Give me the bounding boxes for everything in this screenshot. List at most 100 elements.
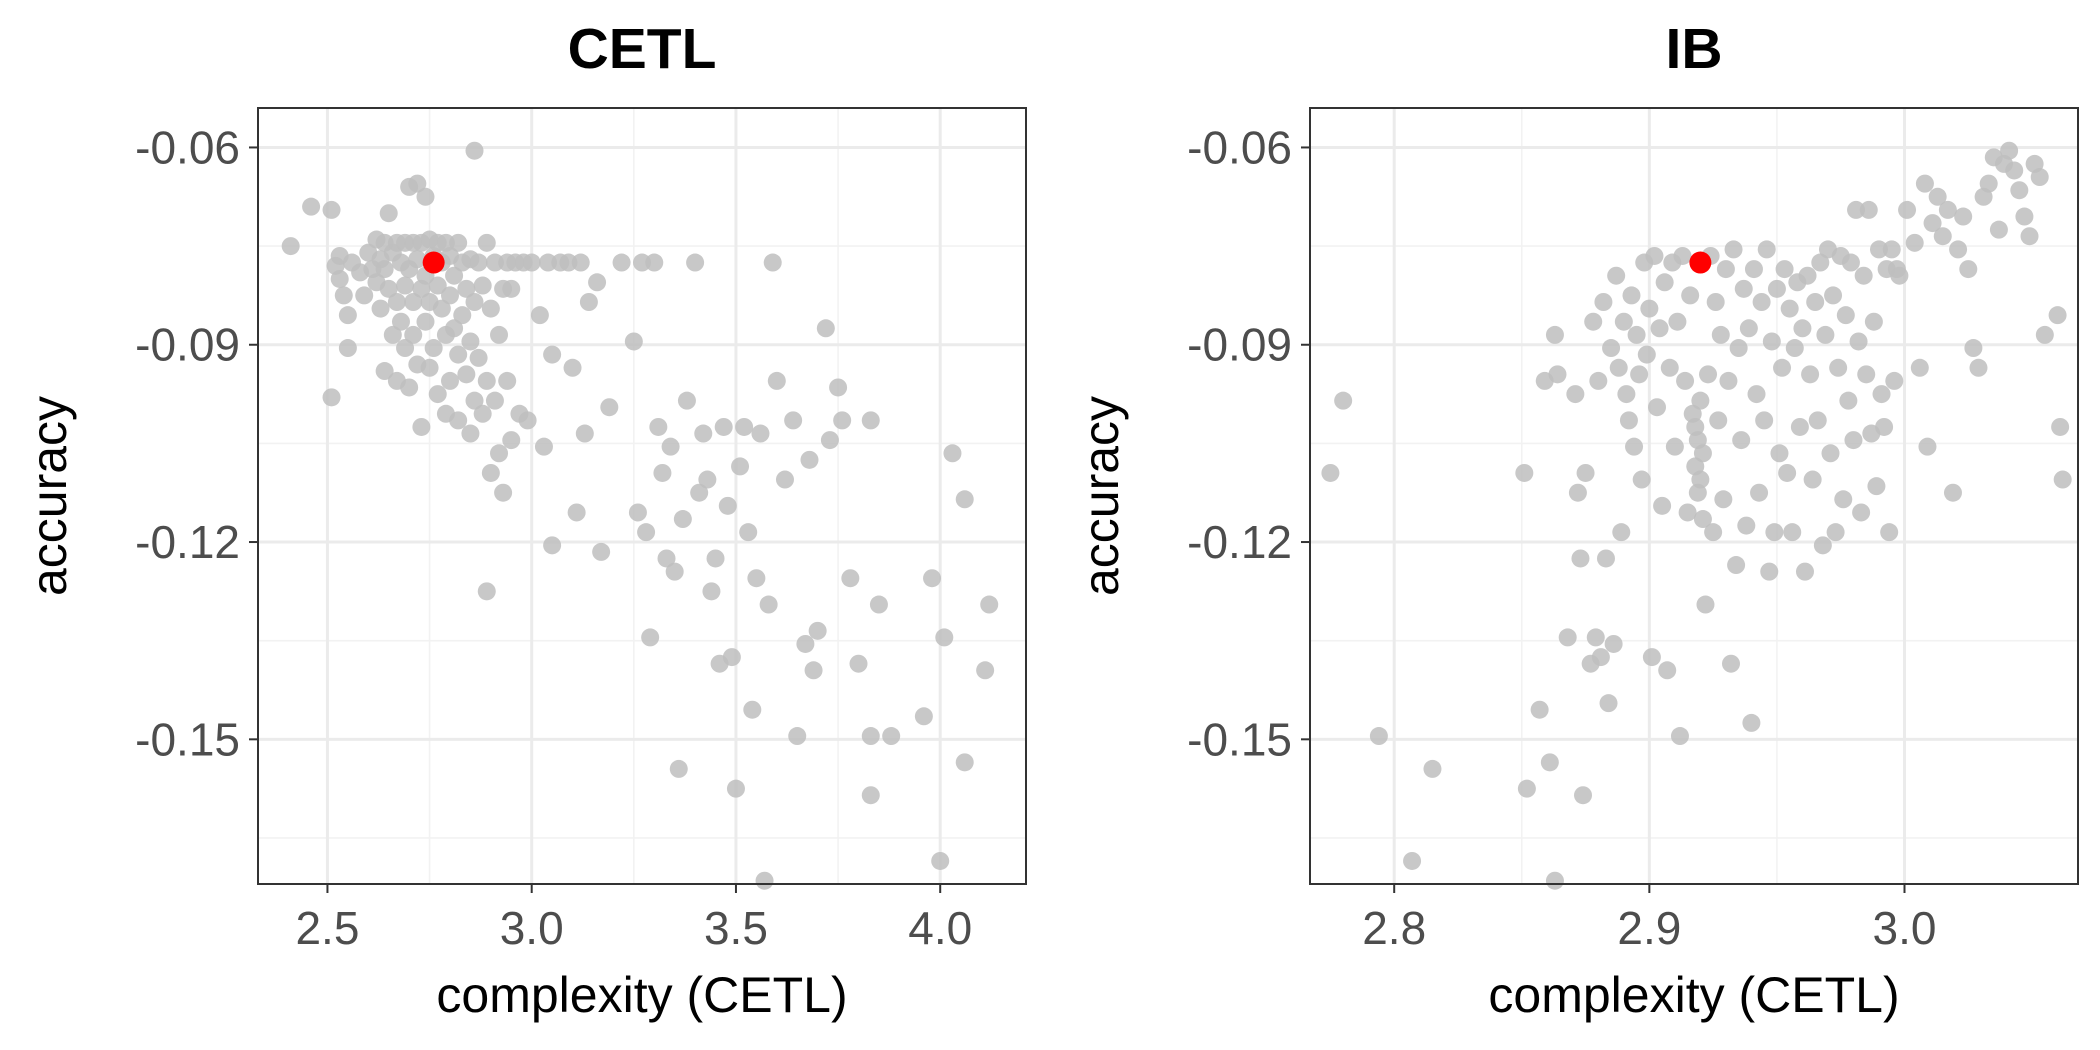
scatter-point [1857, 365, 1876, 384]
scatter-point [457, 279, 476, 298]
scatter-point [490, 325, 509, 344]
scatter-point [1566, 385, 1585, 404]
scatter-point [322, 388, 341, 407]
scatter-point [1785, 339, 1804, 358]
y-tick-label: -0.12 [135, 516, 240, 568]
scatter-point [1841, 253, 1860, 272]
scatter-point [935, 628, 954, 647]
scatter-point [2020, 227, 2039, 246]
scatter-point [1864, 312, 1883, 331]
scatter-point [1602, 339, 1621, 358]
scatter-point [1854, 266, 1873, 285]
scatter-point [1816, 325, 1835, 344]
chart-title: IB [1666, 17, 1723, 81]
scatter-point [424, 339, 443, 358]
scatter-point [1648, 398, 1667, 417]
scatter-point [379, 204, 398, 223]
scatter-point [1369, 727, 1388, 746]
scatter-point [494, 483, 513, 502]
scatter-point [829, 378, 848, 397]
scatter-point [1803, 470, 1822, 489]
scatter-point [404, 293, 423, 311]
scatter-point [637, 523, 656, 542]
x-tick-label: 3.0 [500, 902, 564, 954]
scatter-point [355, 286, 374, 305]
scatter-point [1760, 562, 1779, 581]
scatter-point [1923, 214, 1942, 233]
scatter-point [1640, 299, 1659, 318]
scatter-point [1321, 463, 1340, 482]
scatter-point [1859, 200, 1878, 219]
scatter-point [522, 253, 541, 272]
scatter-point [453, 306, 472, 325]
scatter-point [563, 358, 582, 377]
scatter-point [1714, 490, 1733, 509]
scatter-point [1716, 260, 1735, 279]
scatter-point [1767, 279, 1786, 298]
scatter-point [861, 727, 880, 746]
scatter-point [473, 276, 492, 295]
scatter-point [1693, 510, 1712, 529]
scatter-point [2053, 470, 2072, 489]
scatter-point [1617, 385, 1636, 404]
scatter-point [1515, 463, 1534, 482]
scatter-point [1808, 411, 1827, 430]
scatter-point [1938, 200, 1957, 219]
scatter-point [706, 549, 725, 568]
scatter-point [465, 391, 484, 410]
scatter-point [923, 569, 942, 588]
scatter-point [1668, 312, 1687, 331]
scatter-point [1989, 220, 2008, 239]
scatter-point [1655, 273, 1674, 292]
scatter-point [980, 595, 999, 614]
scatter-point [404, 325, 423, 344]
scatter-point [322, 200, 341, 219]
scatter-point [465, 293, 484, 311]
scatter-point [1928, 187, 1947, 206]
y-tick-label: -0.09 [135, 319, 240, 371]
scatter-point [1773, 358, 1792, 377]
scatter-point [714, 417, 733, 436]
scatter-point [882, 727, 901, 746]
scatter-point [391, 312, 410, 331]
scatter-point [1637, 345, 1656, 364]
scatter-point [1959, 260, 1978, 279]
scatter-point [1954, 207, 1973, 226]
chart-title: CETL [568, 17, 717, 81]
scatter-point [1783, 523, 1802, 542]
scatter-point [477, 371, 496, 390]
scatter-point [1872, 385, 1891, 404]
scatter-point [481, 463, 500, 482]
scatter-point [530, 306, 549, 325]
scatter-point [375, 260, 394, 279]
scatter-point [2030, 168, 2049, 187]
scatter-point [571, 253, 590, 272]
scatter-point [1678, 503, 1697, 522]
scatter-point [1790, 417, 1809, 436]
scatter-point [1568, 483, 1587, 502]
scatter-point [469, 253, 488, 272]
scatter-point [1596, 549, 1615, 568]
highlight-point [1689, 251, 1712, 274]
scatter-point [1732, 431, 1751, 450]
scatter-point [763, 253, 782, 272]
scatter-point [1594, 293, 1613, 311]
y-tick-label: -0.12 [1187, 516, 1292, 568]
scatter-point [1612, 523, 1631, 542]
scatter-point [2051, 417, 2070, 436]
scatter-point [502, 279, 521, 298]
scatter-point [1696, 595, 1715, 614]
scatter-point [416, 187, 435, 206]
scatter-point [1660, 358, 1679, 377]
scatter-point [1721, 654, 1740, 673]
scatter-point [420, 358, 439, 377]
scatter-point [1839, 391, 1858, 410]
scatter-point [2035, 325, 2054, 344]
scatter-point [1737, 516, 1756, 535]
scatter-point [1709, 411, 1728, 430]
scatter-point [628, 503, 647, 522]
scatter-point [1834, 490, 1853, 509]
x-axis-title: complexity (CETL) [436, 967, 847, 1023]
x-tick-label: 2.5 [295, 902, 359, 954]
